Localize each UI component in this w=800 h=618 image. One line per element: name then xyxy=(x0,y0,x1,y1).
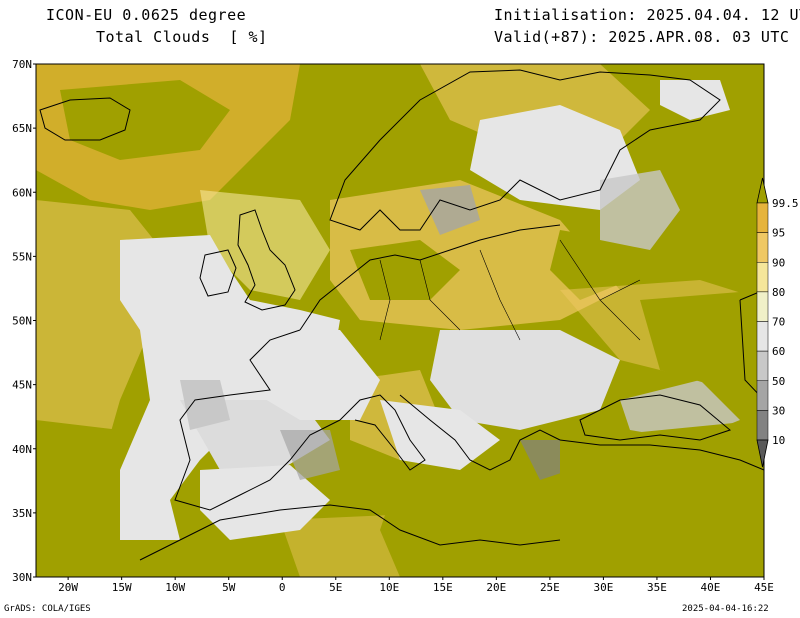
lat-tick-label: 30N xyxy=(12,571,32,584)
colorbar-segment xyxy=(756,262,769,293)
cloud-field xyxy=(36,64,764,577)
colorbar-label: 60 xyxy=(772,345,785,358)
lon-tick-label: 30E xyxy=(593,581,613,594)
grads-credit: GrADS: COLA/IGES xyxy=(4,604,91,614)
lat-tick-label: 70N xyxy=(12,58,32,71)
colorbar-bottom-arrow xyxy=(756,439,769,468)
colorbar-segment xyxy=(756,291,769,322)
lon-tick-label: 35E xyxy=(647,581,667,594)
colorbar-segment xyxy=(756,232,769,263)
colorbar-segment xyxy=(756,321,769,352)
lat-tick-label: 65N xyxy=(12,122,32,135)
latitude-axis: 70N 65N 60N 55N 50N 45N 40N 35N 30N xyxy=(12,58,36,584)
lon-tick-label: 25E xyxy=(540,581,560,594)
lat-tick-label: 35N xyxy=(12,507,32,520)
colorbar-segment xyxy=(756,350,769,381)
map-title: ICON-EU 0.0625 degree xyxy=(46,6,247,24)
colorbar-segment xyxy=(756,202,769,233)
lat-tick-label: 45N xyxy=(12,379,32,392)
lat-tick-label: 60N xyxy=(12,186,32,199)
lat-tick-label: 40N xyxy=(12,443,32,456)
colorbar-label: 50 xyxy=(772,375,785,388)
init-time: Initialisation: 2025.04.04. 12 UTC xyxy=(494,6,800,24)
longitude-axis: 20W 15W 10W 5W 0 5E 10E 15E 20E 25E 30E 35E 40E 45E xyxy=(58,577,774,594)
colorbar-label: 95 xyxy=(772,227,785,240)
lon-tick-label: 10E xyxy=(379,581,399,594)
colorbar-label: 80 xyxy=(772,286,785,299)
lon-tick-label: 15W xyxy=(112,581,132,594)
lon-tick-label: 20E xyxy=(486,581,506,594)
colorbar-label: 99.5 xyxy=(772,197,799,210)
lat-tick-label: 55N xyxy=(12,250,32,263)
colorbar-label: 90 xyxy=(772,256,785,269)
variable-label: Total Clouds [ %] xyxy=(96,28,268,46)
lat-tick-label: 50N xyxy=(12,315,32,328)
lon-tick-label: 45E xyxy=(754,581,774,594)
coastlines xyxy=(39,69,764,561)
timestamp: 2025-04-04-16:22 xyxy=(682,604,769,614)
lon-tick-label: 5E xyxy=(329,581,342,594)
colorbar-segment xyxy=(756,410,769,441)
colorbar-label: 10 xyxy=(772,434,785,447)
colorbar-label: 30 xyxy=(772,404,785,417)
lon-tick-label: 15E xyxy=(433,581,453,594)
valid-time: Valid(+87): 2025.APR.08. 03 UTC xyxy=(494,28,790,46)
lon-tick-label: 0 xyxy=(279,581,286,594)
colorbar-legend: 99.5 95 90 80 70 60 50 30 10 xyxy=(756,177,799,468)
lon-tick-label: 40E xyxy=(701,581,721,594)
colorbar-label: 70 xyxy=(772,316,785,329)
lon-tick-label: 5W xyxy=(222,581,236,594)
lon-tick-label: 20W xyxy=(58,581,78,594)
colorbar-segment xyxy=(756,380,769,411)
lon-tick-label: 10W xyxy=(165,581,185,594)
